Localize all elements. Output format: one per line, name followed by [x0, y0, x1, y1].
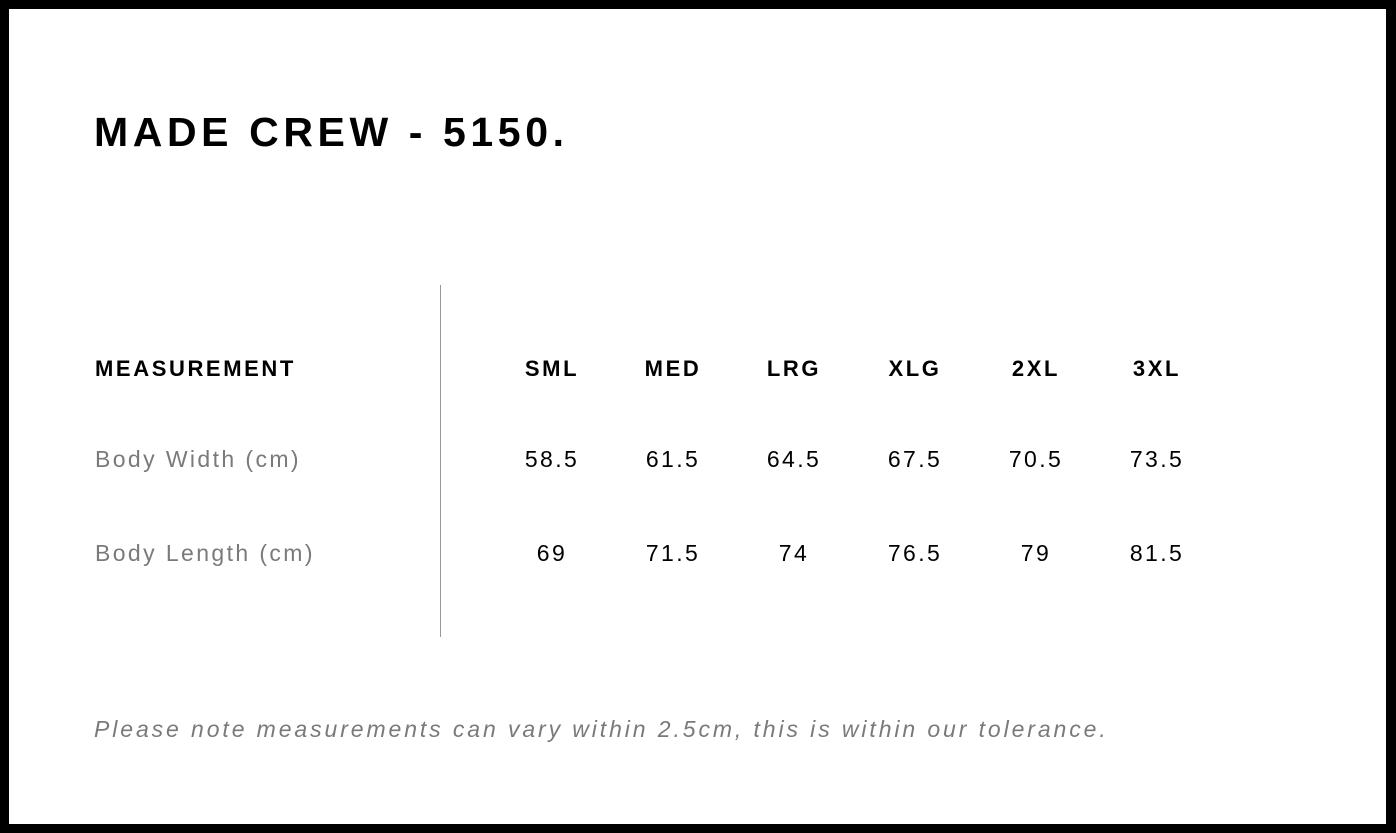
- size-header: SML: [524, 356, 580, 381]
- table-cell: 58.5: [524, 446, 580, 472]
- column-divider: [440, 285, 441, 637]
- table-cell: 81.5: [1129, 540, 1185, 566]
- size-header: MED: [644, 356, 702, 381]
- table-cell: 74: [778, 540, 810, 566]
- table-cell: 70.5: [1008, 446, 1064, 472]
- size-chart-card: MADE CREW - 5150. MEASUREMENT SML MED LRG X…: [9, 9, 1386, 824]
- page-title: MADE CREW - 5150.: [94, 109, 569, 155]
- table-cell: 69: [536, 540, 568, 566]
- table-cell: 79: [1020, 540, 1052, 566]
- size-header: 2XL: [1011, 356, 1061, 381]
- table-cell: 67.5: [887, 446, 943, 472]
- table-cell: 71.5: [645, 540, 701, 566]
- table-cell: 73.5: [1129, 446, 1185, 472]
- tolerance-note: Please note measurements can vary within…: [94, 716, 1109, 742]
- row-label-body-width: Body Width (cm): [95, 446, 301, 472]
- measurement-header: MEASUREMENT: [95, 356, 296, 381]
- size-header: XLG: [888, 356, 942, 381]
- table-cell: 64.5: [766, 446, 822, 472]
- size-header: LRG: [766, 356, 822, 381]
- row-label-body-length: Body Length (cm): [95, 540, 315, 566]
- size-header: 3XL: [1132, 356, 1182, 381]
- table-cell: 76.5: [887, 540, 943, 566]
- table-cell: 61.5: [645, 446, 701, 472]
